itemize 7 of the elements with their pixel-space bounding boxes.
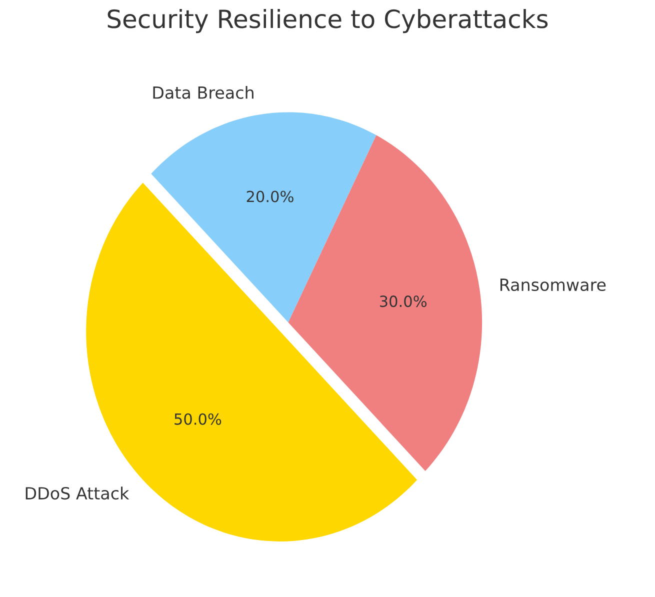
slice-label: Data Breach <box>153 86 254 99</box>
slice-label: Ransomware <box>500 278 606 292</box>
data-label: 50.0% <box>174 413 222 425</box>
data-label: 30.0% <box>380 296 427 308</box>
data-label: 20.0% <box>246 190 294 202</box>
slice-label: DDoS Attack <box>26 486 130 500</box>
chart-title: Security Resilience to Cyberattacks <box>108 8 548 34</box>
